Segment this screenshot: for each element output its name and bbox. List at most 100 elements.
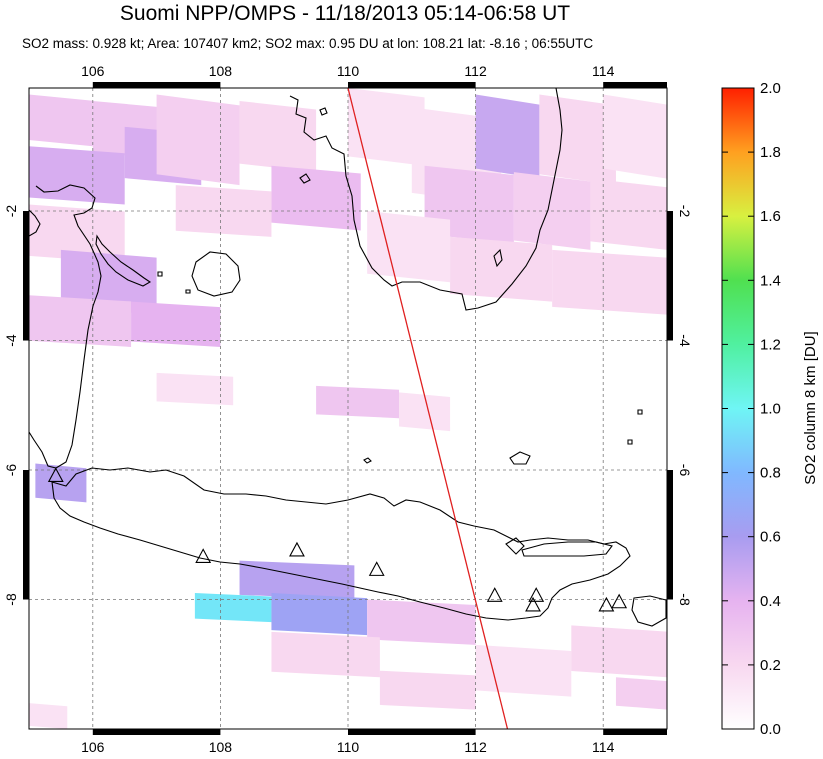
so2-pixel [271, 593, 368, 636]
frame-bar-top [603, 82, 667, 88]
coastline-sumatra-west [29, 209, 41, 237]
coastline-belitung [191, 251, 241, 297]
so2-max-text: SO2 max: 0.95 DU at lon: 108.21 lat: -8.… [265, 36, 521, 51]
so2-mass-text: SO2 mass: 0.928 kt [22, 36, 141, 51]
so2-pixel [348, 88, 425, 166]
lat-tick-left: -2 [3, 205, 19, 218]
colorbar-tick-label: 0.8 [760, 465, 781, 482]
coastline-java [51, 467, 631, 621]
volcano-marker [528, 587, 545, 602]
colorbar-tick-label: 0.0 [760, 721, 781, 738]
time-text: 06:55UTC [531, 36, 594, 51]
map-title: Suomi NPP/OMPS - 11/18/2013 05:14-06:58 … [119, 2, 571, 25]
so2-pixel [475, 644, 572, 697]
so2-pixel [60, 249, 157, 315]
graticule [29, 88, 667, 729]
so2-pixel [615, 677, 667, 710]
lon-tick-top: 108 [209, 63, 233, 79]
lon-tick-top: 114 [592, 63, 615, 79]
so2-pixel [552, 249, 667, 315]
colorbar-tick-label: 1.6 [760, 208, 781, 225]
volcano-marker [195, 548, 212, 563]
so2-pixel [379, 670, 476, 710]
so2-pixel [399, 392, 451, 432]
frame-bar-right [667, 470, 673, 600]
so2-pixel [367, 599, 476, 645]
colorbar-tick-label: 1.4 [760, 272, 781, 289]
coastline-layer [29, 88, 667, 627]
colorbar-ticks: 0.0 0.2 0.4 0.6 0.8 1.0 1.2 1.4 1.6 1.8 2.0 [722, 80, 781, 738]
frame-bar-bottom [603, 729, 667, 735]
volcano-markers [47, 467, 628, 612]
so2-pixel [271, 631, 380, 678]
so2-pixel [156, 94, 240, 186]
orbit-track-line [347, 87, 509, 730]
lat-tick-right: -2 [677, 205, 693, 218]
colorbar-tick-label: 1.8 [760, 144, 781, 161]
map-subtitle: SO2 mass: 0.928 kt; Area: 107407 km2; SO… [22, 36, 594, 51]
so2-pixel [239, 100, 317, 173]
volcano-marker [525, 596, 541, 612]
lat-tick-right: -4 [677, 334, 693, 347]
so2-pixel [603, 94, 667, 179]
lat-tick-right: -6 [677, 464, 693, 477]
colorbar-tick-label: 1.2 [760, 336, 781, 353]
coastline-kalimantan-islets [299, 107, 503, 268]
volcano-marker [289, 541, 305, 557]
volcano-marker [598, 596, 615, 612]
colorbar-tick-label: 0.4 [760, 593, 781, 610]
map-plot-area[interactable]: 106 106 108 108 110 110 112 112 114 114 -2 -2 -4 -4 -6… [3, 63, 693, 755]
frame-bar-right [667, 211, 673, 341]
so2-pixel [271, 165, 361, 231]
colorbar-tick-label: 0.2 [760, 657, 781, 674]
coastline-kalimantan [29, 88, 563, 311]
map-frame-bars [23, 82, 673, 735]
so2-pixel [539, 94, 616, 186]
lon-tick-top: 110 [337, 63, 360, 79]
frame-bar-bottom [348, 729, 476, 735]
volcano-marker [486, 587, 503, 602]
so2-pixel-layer [29, 88, 667, 729]
so2-pixel [571, 625, 667, 678]
volcano-marker [368, 561, 385, 576]
so2-pixel [35, 463, 87, 503]
frame-bar-left [23, 470, 29, 600]
colorbar-tick-label: 0.6 [760, 529, 781, 546]
coastline-madura [521, 541, 613, 557]
so2-pixel [590, 178, 667, 250]
colorbar: 0.0 0.2 0.4 0.6 0.8 1.0 1.2 1.4 1.6 1.8 2.0 SO2 co… [721, 80, 819, 738]
area-text: Area: 107407 km2 [147, 36, 258, 51]
frame-bar-top [92, 82, 221, 88]
coastline-sumatra [29, 184, 102, 469]
so2-pixel [316, 385, 400, 419]
volcano-marker [611, 593, 628, 609]
so2-pixel [450, 236, 553, 302]
frame-bar-bottom [92, 729, 221, 735]
lon-tick-bottom: 108 [209, 739, 233, 755]
lat-tick-right: -8 [677, 593, 693, 606]
volcano-marker [47, 467, 64, 483]
colorbar-tick-label: 1.0 [760, 401, 781, 418]
lon-tick-bottom: 114 [592, 739, 615, 755]
so2-pixel [29, 703, 68, 729]
coastline-islet [157, 271, 191, 294]
lat-tick-left: -6 [3, 464, 19, 477]
lon-tick-bottom: 106 [81, 739, 105, 755]
lon-tick-top: 112 [464, 63, 487, 79]
lon-tick-bottom: 110 [337, 739, 360, 755]
so2-pixel [29, 146, 125, 205]
frame-bar-left [23, 211, 29, 341]
so2-pixel [239, 560, 355, 600]
so2-pixel [156, 372, 234, 406]
so2-pixel [29, 204, 125, 263]
so2-pixel [367, 211, 451, 283]
axis-ticks: 106 106 108 108 110 110 112 112 114 114 -2 -2 -4 -4 -6… [3, 63, 693, 755]
lon-tick-top: 106 [81, 63, 105, 79]
coastline-bali [631, 595, 667, 627]
so2-pixel [29, 94, 93, 147]
colorbar-label: SO2 column 8 km [DU] [802, 331, 819, 484]
frame-bar-top [348, 82, 476, 88]
coastline-surabaya [505, 537, 525, 555]
so2-pixel [475, 94, 540, 179]
